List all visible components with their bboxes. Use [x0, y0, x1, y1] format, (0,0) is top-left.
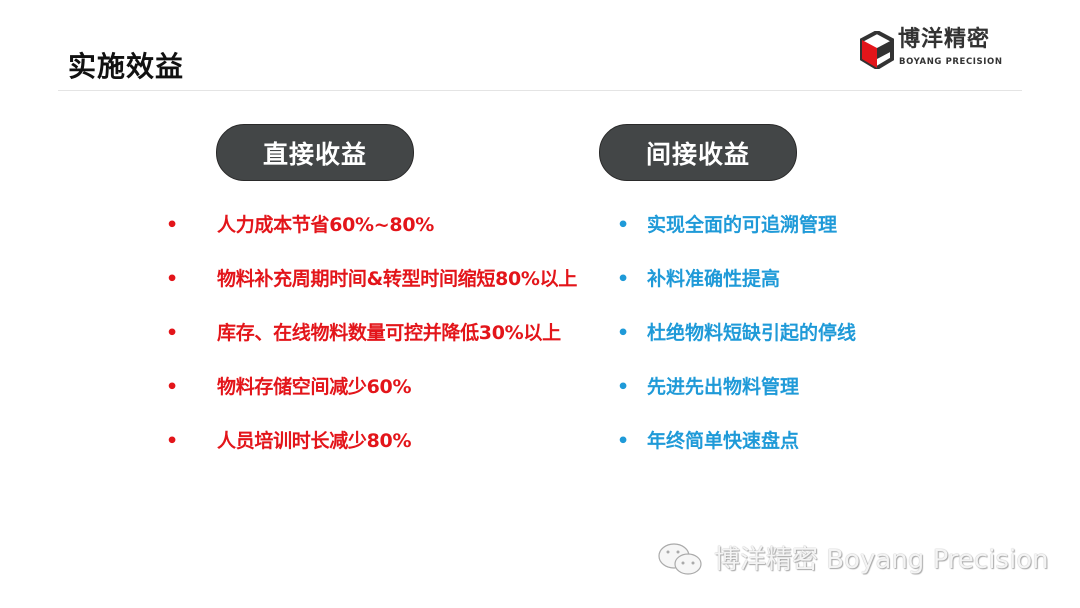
logo-chinese-name: 博洋精密 — [898, 27, 991, 52]
item-text: 杜绝物料短缺引起的停线 — [647, 322, 857, 344]
list-item: • 人力成本节省60%~80% — [166, 213, 606, 267]
wechat-icon — [658, 543, 702, 575]
item-text: 实现全面的可追溯管理 — [647, 214, 838, 236]
bullet: • — [617, 376, 630, 398]
indirect-benefits-list: • 实现全面的可追溯管理 • 补料准确性提高 • 杜绝物料短缺引起的停线 • 先进先出物… — [617, 213, 1017, 483]
item-text: 人员培训时长减少80% — [217, 430, 412, 452]
bullet: • — [166, 214, 179, 236]
watermark: 博洋精密 Boyang Precision — [656, 540, 1049, 580]
bullet: • — [617, 268, 630, 290]
item-text: 年终简单快速盘点 — [647, 430, 800, 452]
bullet: • — [166, 430, 179, 452]
item-text: 库存、在线物料数量可控并降低30%以上 — [217, 322, 561, 344]
cube-logo-icon — [860, 31, 894, 69]
company-logo: 博洋精密 BOYANG PRECISION — [860, 28, 1020, 72]
bullet: • — [166, 376, 179, 398]
item-text: 物料补充周期时间&转型时间缩短80%以上 — [217, 268, 578, 290]
item-text: 物料存储空间减少60% — [217, 376, 412, 398]
bullet: • — [166, 268, 179, 290]
list-item: • 物料补充周期时间&转型时间缩短80%以上 — [166, 267, 606, 321]
item-text: 先进先出物料管理 — [647, 376, 800, 398]
list-item: • 库存、在线物料数量可控并降低30%以上 — [166, 321, 606, 375]
item-text: 补料准确性提高 — [647, 268, 781, 290]
list-item: • 物料存储空间减少60% — [166, 375, 606, 429]
item-text: 人力成本节省60%~80% — [217, 214, 434, 236]
title-divider — [58, 90, 1022, 91]
direct-benefits-list: • 人力成本节省60%~80% • 物料补充周期时间&转型时间缩短80%以上 • 库存… — [166, 213, 606, 483]
bullet: • — [617, 214, 630, 236]
list-item: • 补料准确性提高 — [617, 267, 1017, 321]
list-item: • 年终简单快速盘点 — [617, 429, 1017, 483]
bullet: • — [617, 430, 630, 452]
direct-benefits-header: 直接收益 — [216, 124, 414, 181]
bullet: • — [166, 322, 179, 344]
list-item: • 先进先出物料管理 — [617, 375, 1017, 429]
watermark-text: 博洋精密 Boyang Precision — [714, 545, 1049, 575]
list-item: • 人员培训时长减少80% — [166, 429, 606, 483]
list-item: • 杜绝物料短缺引起的停线 — [617, 321, 1017, 375]
logo-english-name: BOYANG PRECISION — [899, 57, 1003, 67]
bullet: • — [617, 322, 630, 344]
indirect-benefits-header: 间接收益 — [599, 124, 797, 181]
list-item: • 实现全面的可追溯管理 — [617, 213, 1017, 267]
page-title: 实施效益 — [68, 50, 185, 83]
